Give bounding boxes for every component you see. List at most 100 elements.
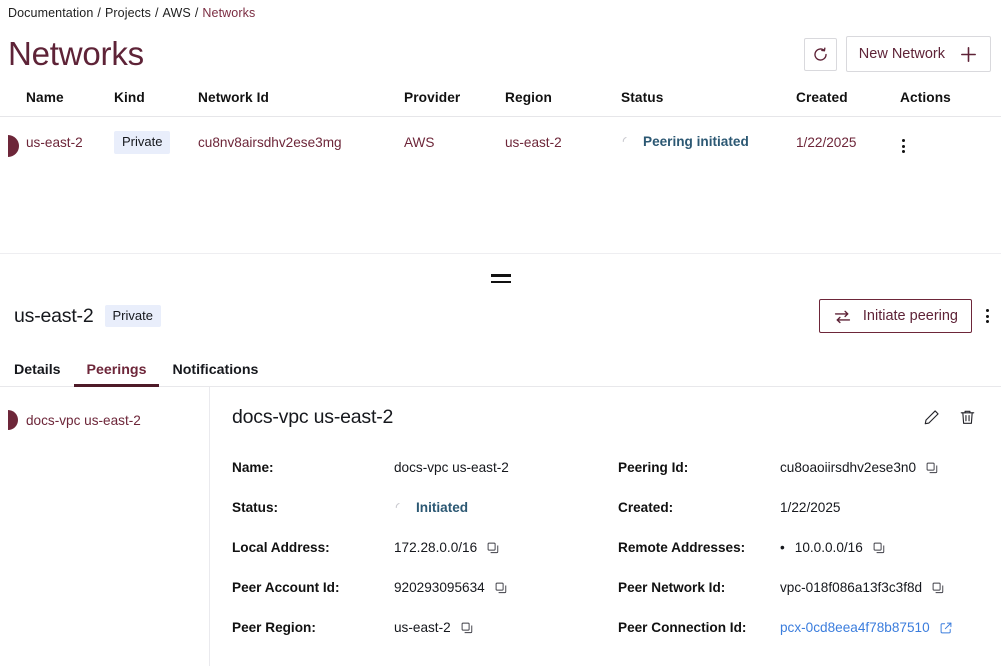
external-link-icon[interactable]	[939, 621, 953, 635]
field-value-wrap: us-east-2	[394, 619, 474, 637]
drag-handle-icon[interactable]	[490, 274, 511, 283]
field-value-wrap[interactable]: pcx-0cd8eea4f78b87510	[780, 619, 953, 637]
tab-details[interactable]: Details	[14, 362, 74, 386]
networks-table-wrap: Name Kind Network Id Provider Region Sta…	[0, 82, 1001, 168]
breadcrumb-item-documentation[interactable]: Documentation	[8, 6, 94, 20]
field-value-wrap: cu8oaoiirsdhv2ese3n0	[780, 459, 939, 477]
page-title: Networks	[8, 34, 144, 72]
column-header-network-id[interactable]: Network Id	[198, 82, 404, 117]
field-value: us-east-2	[394, 620, 451, 635]
breadcrumb-separator: /	[97, 6, 101, 20]
panel-splitter	[0, 253, 1001, 294]
field-peer-region: Peer Region: us-east-2	[232, 619, 618, 659]
field-local-address: Local Address: 172.28.0.0/16	[232, 539, 618, 579]
column-header-actions: Actions	[900, 82, 1001, 117]
breadcrumb-item-projects[interactable]: Projects	[104, 6, 151, 20]
field-peer-account-id: Peer Account Id: 920293095634	[232, 579, 618, 619]
new-network-button[interactable]: New Network	[845, 36, 991, 72]
peering-fields: Name: docs-vpc us-east-2 Peering Id: cu8…	[232, 459, 991, 659]
field-value: pcx-0cd8eea4f78b87510	[780, 620, 930, 635]
detail-panel-header: us-east-2 Private Initiate peering	[0, 294, 1001, 338]
refresh-button[interactable]	[803, 37, 837, 71]
list-item-selected-marker-icon	[8, 410, 18, 430]
peering-detail-header: docs-vpc us-east-2	[232, 406, 991, 429]
cell-kind: Private	[114, 117, 198, 169]
copy-icon[interactable]	[486, 541, 500, 555]
field-name: Name: docs-vpc us-east-2	[232, 459, 618, 499]
field-remote-addresses: Remote Addresses: • 10.0.0.0/16	[618, 539, 991, 579]
page-header: Networks New Network	[0, 20, 1001, 82]
detail-title: us-east-2	[14, 304, 94, 327]
header-actions: New Network	[803, 36, 991, 72]
detail-title-row: us-east-2 Private	[14, 305, 161, 328]
column-header-provider[interactable]: Provider	[404, 82, 505, 117]
initiate-peering-button[interactable]: Initiate peering	[818, 299, 972, 333]
field-created: Created: 1/22/2025	[618, 499, 991, 539]
column-header-kind[interactable]: Kind	[114, 82, 198, 117]
status-badge: Peering initiated	[621, 134, 749, 149]
column-header-region[interactable]: Region	[505, 82, 621, 117]
tab-notifications[interactable]: Notifications	[159, 362, 271, 386]
kind-badge: Private	[114, 131, 171, 154]
copy-icon[interactable]	[925, 461, 939, 475]
field-status: Status: Initiated	[232, 499, 618, 539]
field-label: Local Address:	[232, 540, 330, 555]
field-value: vpc-018f086a13f3c3f8d	[780, 580, 923, 595]
copy-icon[interactable]	[460, 621, 474, 635]
swap-arrows-icon	[833, 307, 852, 326]
detail-body: docs-vpc us-east-2 docs-vpc us-east-2	[0, 387, 1001, 666]
spinner-icon	[621, 135, 634, 148]
field-value: 172.28.0.0/16	[394, 540, 478, 555]
field-value-wrap: vpc-018f086a13f3c3f8d	[780, 579, 945, 597]
field-label: Name:	[232, 460, 274, 475]
copy-icon[interactable]	[931, 581, 945, 595]
peering-detail-actions	[922, 408, 991, 427]
detail-kebab-menu-icon[interactable]	[984, 307, 991, 325]
field-label: Created:	[618, 500, 674, 515]
breadcrumb-separator: /	[154, 6, 159, 20]
field-value-wrap: Initiated	[394, 499, 468, 517]
table-row[interactable]: us-east-2 Private cu8nv8airsdhv2ese3mg A…	[0, 117, 1001, 169]
field-label: Remote Addresses:	[618, 540, 746, 555]
peering-list-item-label: docs-vpc us-east-2	[26, 412, 141, 428]
cell-name[interactable]: us-east-2	[0, 117, 114, 169]
list-item[interactable]: docs-vpc us-east-2	[0, 407, 209, 433]
breadcrumb-item-networks[interactable]: Networks	[202, 6, 256, 20]
field-label: Peer Connection Id:	[618, 620, 747, 635]
field-label: Peering Id:	[618, 460, 689, 475]
field-label: Peer Account Id:	[232, 580, 340, 595]
column-header-created[interactable]: Created	[796, 82, 900, 117]
breadcrumb: Documentation / Projects / AWS / Network…	[0, 0, 1001, 20]
cell-provider: AWS	[404, 135, 435, 150]
tab-peerings[interactable]: Peerings	[73, 362, 160, 387]
spinner-icon	[394, 501, 407, 514]
pencil-icon[interactable]	[922, 408, 941, 427]
copy-icon[interactable]	[494, 581, 508, 595]
kebab-menu-icon[interactable]	[900, 137, 907, 155]
breadcrumb-item-aws[interactable]: AWS	[162, 6, 191, 20]
column-header-name[interactable]: Name	[0, 82, 114, 117]
field-label: Peer Network Id:	[618, 580, 726, 595]
column-header-status[interactable]: Status	[621, 82, 796, 117]
networks-table: Name Kind Network Id Provider Region Sta…	[0, 82, 1001, 168]
bullet-icon: •	[780, 540, 785, 555]
field-peering-id: Peering Id: cu8oaoiirsdhv2ese3n0	[618, 459, 991, 499]
field-peer-network-id: Peer Network Id: vpc-018f086a13f3c3f8d	[618, 579, 991, 619]
peering-list: docs-vpc us-east-2	[0, 387, 210, 666]
detail-tabs: Details Peerings Notifications	[0, 354, 1001, 387]
cell-region: us-east-2	[505, 135, 562, 150]
initiate-peering-label: Initiate peering	[862, 308, 958, 324]
field-value: docs-vpc us-east-2	[394, 460, 509, 475]
row-selected-marker-icon	[8, 135, 19, 157]
breadcrumb-separator: /	[194, 6, 199, 20]
field-label: Peer Region:	[232, 620, 316, 635]
table-body: us-east-2 Private cu8nv8airsdhv2ese3mg A…	[0, 117, 1001, 169]
field-value-wrap: 172.28.0.0/16	[394, 539, 500, 557]
copy-icon[interactable]	[872, 541, 886, 555]
detail-actions: Initiate peering	[818, 299, 991, 333]
detail-kind-badge: Private	[104, 304, 161, 328]
field-value-wrap: 920293095634	[394, 579, 508, 597]
trash-icon[interactable]	[958, 408, 977, 427]
field-value: Initiated	[416, 500, 469, 515]
